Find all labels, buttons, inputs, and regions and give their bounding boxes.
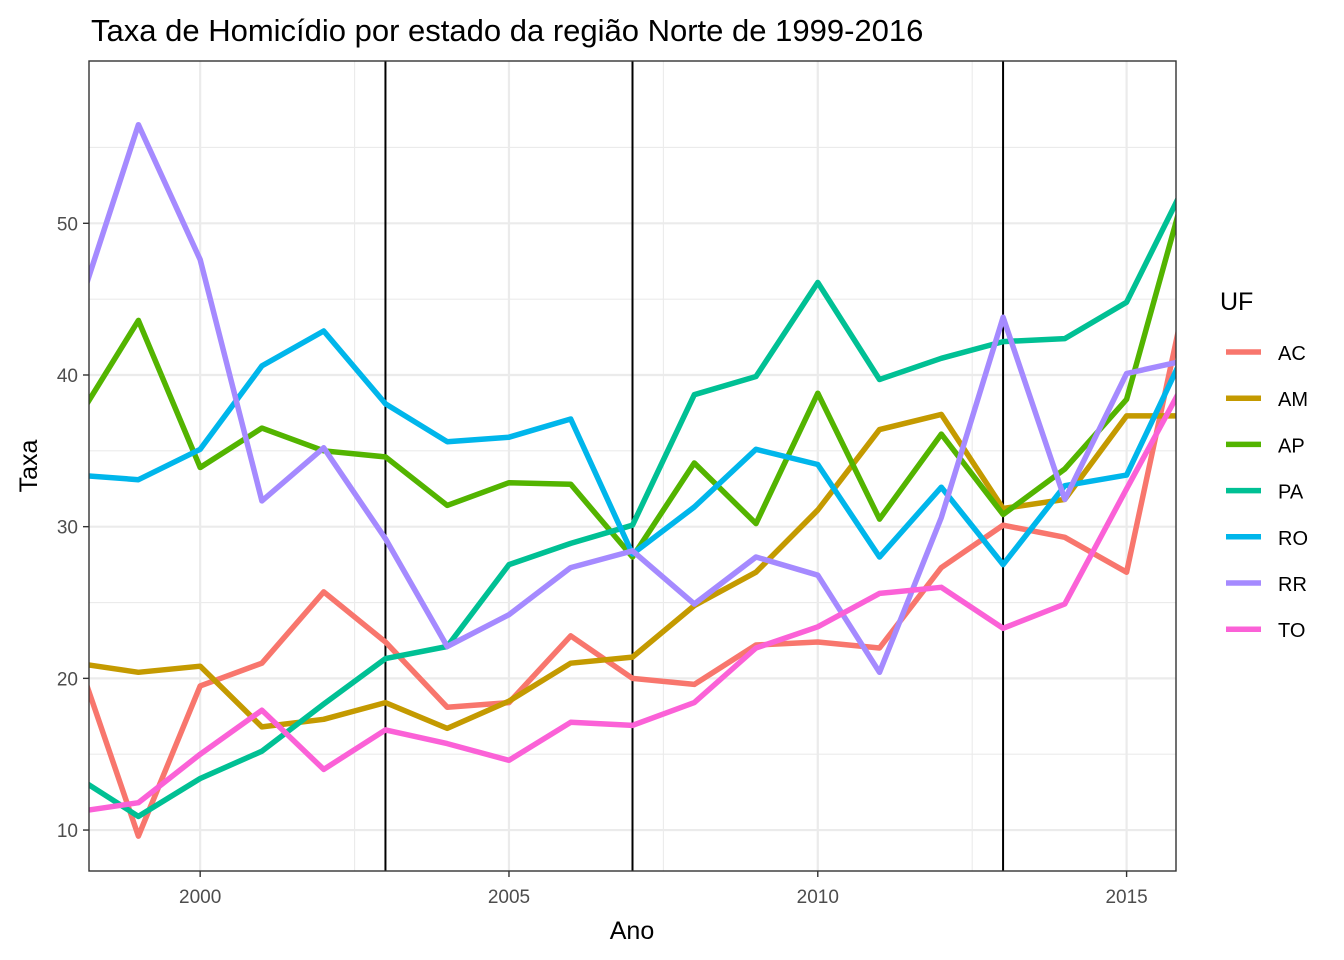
y-tick-label: 50 — [57, 214, 78, 235]
x-tick-label: 2015 — [1105, 887, 1147, 908]
legend-label-ac: AC — [1278, 343, 1306, 365]
x-tick-label: 2010 — [797, 887, 839, 908]
reference-lines — [384, 61, 1005, 871]
legend-items: AC AM AP PA RO RR TO — [1226, 343, 1308, 642]
series-line-to — [89, 392, 1176, 813]
chart-title: Taxa de Homicídio por estado da região N… — [91, 13, 923, 48]
y-tick-label: 20 — [57, 669, 78, 690]
legend-label-to: TO — [1278, 620, 1305, 642]
legend-title: UF — [1220, 288, 1253, 316]
series-line-ap — [89, 212, 1176, 560]
legend-label-ro: RO — [1278, 528, 1308, 550]
y-axis: 10 20 30 40 50 — [57, 214, 89, 842]
legend-label-pa: PA — [1278, 482, 1304, 504]
x-tick-label: 2005 — [488, 887, 530, 908]
series-line-rr — [89, 121, 1176, 676]
y-tick-label: 30 — [57, 518, 78, 539]
legend: UF AC AM AP PA RO RR TO — [1220, 288, 1308, 642]
series-line-am — [89, 411, 1176, 732]
x-tick-label: 2000 — [179, 887, 221, 908]
series-lines — [89, 121, 1176, 839]
x-axis: 2000 2005 2010 2015 — [179, 871, 1148, 908]
legend-label-ap: AP — [1278, 435, 1305, 457]
series-line-ac — [89, 328, 1176, 839]
legend-label-rr: RR — [1278, 574, 1307, 596]
legend-label-am: AM — [1278, 389, 1308, 411]
series-line-pa — [89, 196, 1176, 820]
y-tick-label: 10 — [57, 821, 78, 842]
y-tick-label: 40 — [57, 366, 78, 387]
x-axis-title: Ano — [610, 917, 654, 945]
plot-panel-border — [88, 60, 1177, 872]
y-axis-title: Taxa — [15, 440, 43, 493]
